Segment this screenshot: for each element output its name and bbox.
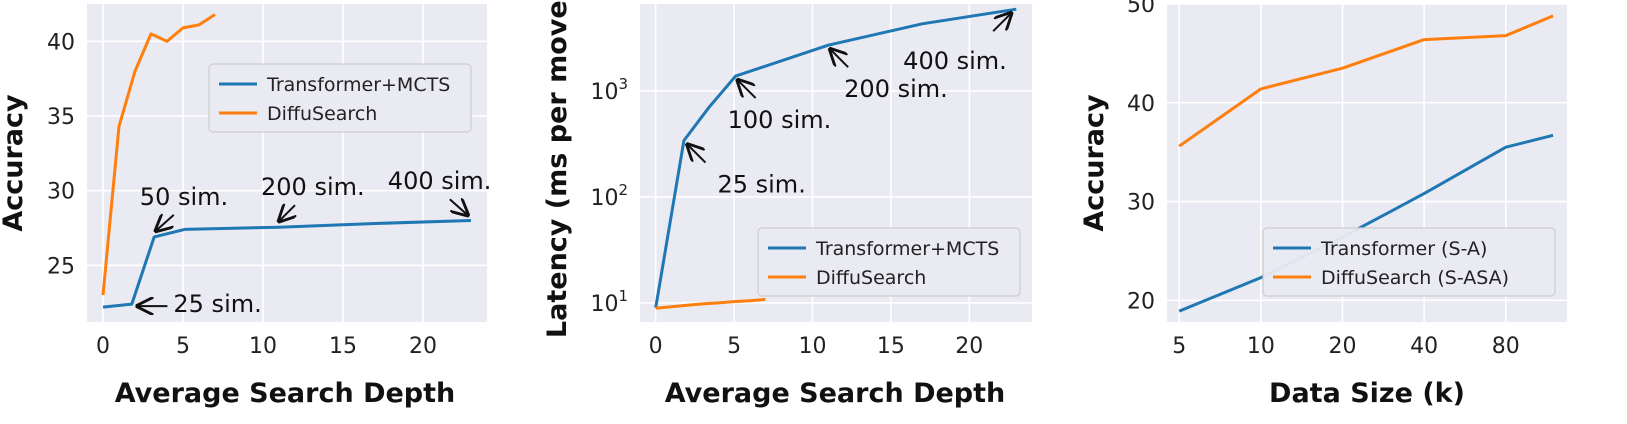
x-tick-label: 0 xyxy=(649,334,663,359)
annotation-arrow xyxy=(738,80,757,99)
y-tick-label: 30 xyxy=(1127,191,1155,216)
x-tick-label: 15 xyxy=(877,334,905,359)
legend-label: Transformer (S-A) xyxy=(1320,238,1487,260)
series-line-1 xyxy=(1178,133,1554,313)
y-axis-label: Accuracy xyxy=(0,94,29,232)
x-tick-label: 10 xyxy=(798,334,826,359)
annotation-arrow xyxy=(687,145,707,164)
chart-panel-2: 0 5 10 15 20 101 102 103 Average Search Depth Lat… xyxy=(542,0,1032,409)
annotation-label: 400 sim. xyxy=(903,47,1007,75)
y-tick-label: 20 xyxy=(1127,289,1155,314)
x-tick-label: 40 xyxy=(1410,334,1438,359)
annotation-label: 200 sim. xyxy=(261,173,365,201)
y-tick-label: 103 xyxy=(590,75,628,105)
x-tick-label: 10 xyxy=(1247,334,1275,359)
annotation-arrow xyxy=(279,205,295,221)
x-tick-label: 20 xyxy=(409,334,437,359)
series-line-1 xyxy=(102,219,472,309)
legend-label: DiffuSearch xyxy=(267,103,377,125)
annotation-label: 25 sim. xyxy=(717,171,805,199)
legend-label: Transformer+MCTS xyxy=(266,74,450,96)
y-tick-label: 30 xyxy=(47,180,75,205)
y-tick-label: 50 xyxy=(1127,0,1155,18)
series-line-2 xyxy=(101,13,216,296)
y-axis-label: Latency (ms per move) xyxy=(542,0,573,338)
x-tick-label: 5 xyxy=(176,334,190,359)
annotation-label: 100 sim. xyxy=(728,106,832,134)
annotation-label: 400 sim. xyxy=(388,167,492,195)
x-tick-label: 10 xyxy=(249,334,277,359)
annotation-arrow xyxy=(449,199,468,215)
x-axis-label: Average Search Depth xyxy=(115,378,456,409)
plot-area xyxy=(87,4,487,322)
legend-box xyxy=(208,63,472,133)
series-line-1 xyxy=(654,7,1017,309)
annotation-arrow xyxy=(830,49,849,68)
y-tick-label: 40 xyxy=(47,30,75,55)
y-axis-label: Accuracy xyxy=(1079,94,1110,232)
x-tick-label: 5 xyxy=(727,334,741,359)
x-tick-label: 5 xyxy=(1172,334,1186,359)
annotation-arrow xyxy=(156,215,175,231)
x-tick-label: 15 xyxy=(329,334,357,359)
series-line-2 xyxy=(655,297,766,310)
legend-label: DiffuSearch (S-ASA) xyxy=(1321,267,1509,289)
y-tick-label: 35 xyxy=(47,105,75,130)
y-tick-label: 25 xyxy=(47,254,75,279)
annotation-arrow xyxy=(992,13,1011,32)
legend: Transformer+MCTS DiffuSearch xyxy=(208,63,472,133)
legend-box xyxy=(757,227,1021,297)
x-tick-label: 80 xyxy=(1492,334,1520,359)
x-tick-label: 20 xyxy=(955,334,983,359)
legend-box xyxy=(1262,227,1556,297)
chart-panel-1: 0 5 10 15 20 25 30 35 40 Average Search Depth Accu… xyxy=(0,4,491,409)
x-axis-label: Average Search Depth xyxy=(665,378,1006,409)
annotation-label: 25 sim. xyxy=(173,290,261,318)
x-axis-label: Data Size (k) xyxy=(1269,378,1465,409)
x-tick-label: 0 xyxy=(96,334,110,359)
legend: Transformer (S-A) DiffuSearch (S-ASA) xyxy=(1262,227,1556,297)
x-tick-label: 20 xyxy=(1329,334,1357,359)
y-tick-label: 101 xyxy=(590,287,628,317)
legend: Transformer+MCTS DiffuSearch xyxy=(757,227,1021,297)
annotation-label: 50 sim. xyxy=(140,183,228,211)
legend-label: DiffuSearch xyxy=(816,267,926,289)
legend-label: Transformer+MCTS xyxy=(815,238,999,260)
annotation-label: 200 sim. xyxy=(844,75,948,103)
y-tick-label: 40 xyxy=(1127,92,1155,117)
y-tick-label: 102 xyxy=(590,181,628,211)
series-line-2 xyxy=(1178,14,1554,148)
chart-panel-3: 5 10 20 40 80 20 30 40 50 Data Size (k) Accuracy Tr… xyxy=(1079,0,1567,409)
